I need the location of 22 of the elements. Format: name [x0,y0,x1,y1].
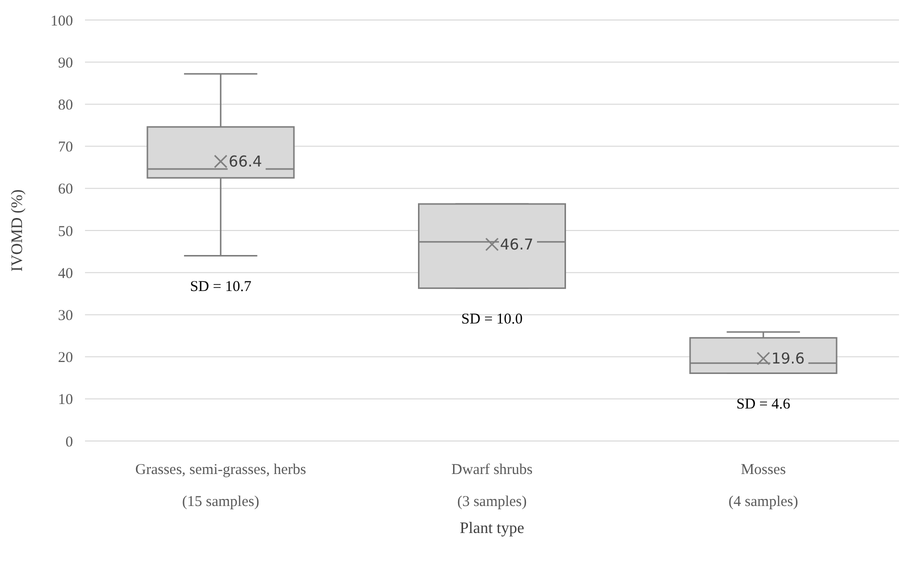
x-tick-label: Grasses, semi-grasses, herbs (15 samples) [135,462,306,510]
y-tick-label: 30 [58,308,73,324]
y-tick-label: 70 [58,140,73,156]
x-tick-label: Mosses (4 samples) [728,462,798,510]
x-tick-label: Dwarf shrubs (3 samples) [451,462,533,510]
y-tick-label: 10 [58,392,73,408]
annotation: SD = 4.6 [736,396,791,412]
y-axis-title: IVOMD (%) [9,189,26,272]
y-tick-label: 60 [58,182,73,198]
y-tick-label: 50 [58,224,73,240]
y-tick-label: 80 [58,97,73,114]
annotation: SD = 10.0 [461,311,523,328]
annotation: SD = 10.7 [190,279,252,296]
annotation: 19.6 [771,350,805,368]
x-axis-title: Plant type [460,520,524,537]
y-tick-label: 90 [58,55,73,72]
y-tick-label: 100 [50,13,73,30]
y-tick-label: 20 [58,350,73,366]
annotation: 66.4 [228,152,262,171]
annotation: 46.7 [500,236,534,254]
y-tick-label: 0 [66,434,73,450]
y-tick-label: 40 [58,266,73,282]
